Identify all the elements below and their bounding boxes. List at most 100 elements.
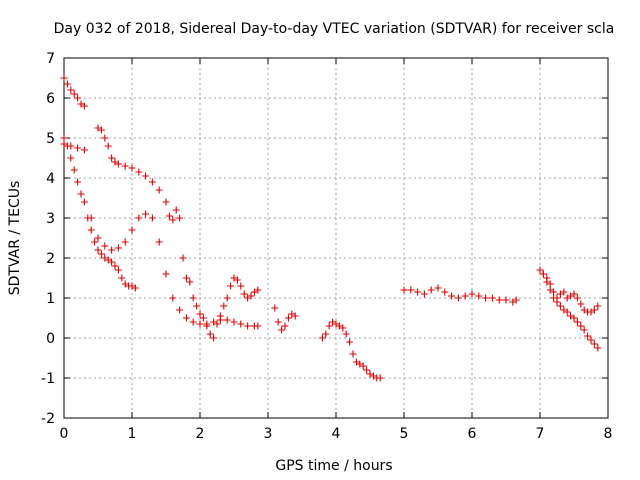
data-point (77, 190, 85, 198)
series-track-b (60, 140, 262, 330)
data-point (193, 302, 201, 310)
data-point (87, 226, 95, 234)
data-point (227, 282, 235, 290)
data-point (349, 350, 357, 358)
data-point (148, 178, 156, 186)
data-point (291, 312, 299, 320)
data-point (67, 154, 75, 162)
data-point (590, 340, 598, 348)
data-point (482, 294, 490, 302)
series-track-d (94, 124, 262, 342)
data-point (223, 294, 231, 302)
data-point (461, 292, 469, 300)
data-point (322, 330, 330, 338)
data-point (281, 322, 289, 330)
data-point (128, 226, 136, 234)
data-point (553, 294, 561, 302)
data-point (142, 210, 150, 218)
data-point (563, 308, 571, 316)
data-point (135, 168, 143, 176)
data-point (70, 90, 78, 98)
y-axis-label: SDTVAR / TECUs (7, 181, 23, 296)
data-point (284, 314, 292, 322)
data-point (60, 134, 68, 142)
data-point (199, 314, 207, 322)
data-point (108, 154, 116, 162)
data-point (94, 246, 102, 254)
data-point (131, 284, 139, 292)
y-tick-label: 5 (46, 131, 55, 147)
y-tick-label: 1 (46, 291, 55, 307)
data-point (114, 244, 122, 252)
data-point (155, 186, 163, 194)
data-point (244, 322, 252, 330)
data-point (108, 246, 116, 254)
data-point (318, 334, 326, 342)
data-point (114, 266, 122, 274)
data-point (240, 290, 248, 298)
data-point (237, 282, 245, 290)
data-point (475, 292, 483, 300)
data-point (342, 330, 350, 338)
data-point (101, 242, 109, 250)
data-point (570, 290, 578, 298)
data-point (176, 214, 184, 222)
data-point (580, 326, 588, 334)
data-point (546, 280, 554, 288)
data-point (359, 362, 367, 370)
data-point (186, 278, 194, 286)
data-point (488, 294, 496, 302)
x-tick-label: 1 (128, 426, 137, 442)
data-point (594, 344, 602, 352)
data-point (210, 334, 218, 342)
data-point (196, 320, 204, 328)
data-point (590, 306, 598, 314)
data-point (148, 214, 156, 222)
data-point (121, 162, 129, 170)
data-point (142, 172, 150, 180)
grid-layer (64, 58, 608, 418)
data-point (162, 270, 170, 278)
data-point (376, 374, 384, 382)
data-point (278, 326, 286, 334)
data-point (570, 314, 578, 322)
data-point (560, 288, 568, 296)
y-tick-label: 7 (46, 51, 55, 67)
data-point (468, 290, 476, 298)
data-point (339, 324, 347, 332)
data-point (91, 238, 99, 246)
data-point (573, 318, 581, 326)
data-point (495, 296, 503, 304)
chart-title: Day 032 of 2018, Sidereal Day-to-day VTE… (54, 21, 615, 37)
data-point (363, 366, 371, 374)
series-track-i (539, 270, 602, 316)
data-point (162, 198, 170, 206)
x-tick-label: 3 (264, 426, 273, 442)
data-point (165, 212, 173, 220)
data-point (233, 276, 241, 284)
x-tick-label: 0 (60, 426, 69, 442)
data-point (400, 286, 408, 294)
data-point (63, 80, 71, 88)
tick-layer: 0 1 2 3 4 5 6 7 8 -2 -1 0 1 2 3 4 5 6 7 (41, 51, 612, 442)
data-point (502, 296, 510, 304)
data-point (172, 206, 180, 214)
data-point (220, 302, 228, 310)
data-point (196, 310, 204, 318)
data-point (254, 322, 262, 330)
data-point (454, 294, 462, 302)
data-point (441, 288, 449, 296)
data-point (182, 274, 190, 282)
data-point (74, 178, 82, 186)
data-point (203, 322, 211, 330)
data-point (80, 198, 88, 206)
data-point (550, 288, 558, 296)
data-point (539, 270, 547, 278)
data-point (104, 142, 112, 150)
data-point (420, 290, 428, 298)
series-track-a (60, 74, 88, 110)
data-point (587, 336, 595, 344)
data-point (63, 142, 71, 150)
data-point (80, 146, 88, 154)
y-tick-label: -2 (41, 411, 55, 427)
